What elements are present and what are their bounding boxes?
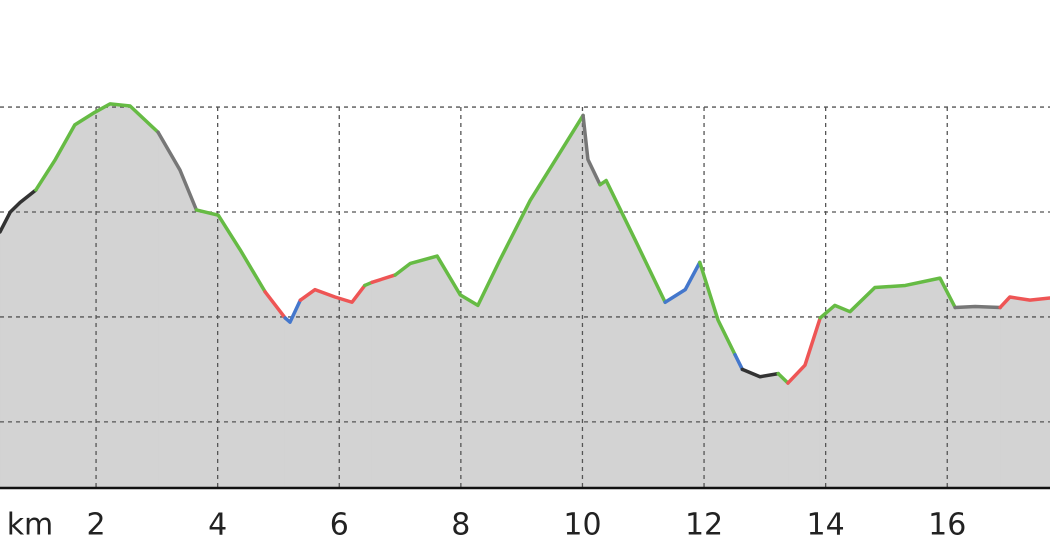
x-tick-label: 2 xyxy=(87,508,106,543)
area-fill xyxy=(787,317,821,489)
x-axis-label: km xyxy=(7,508,54,543)
profile-line xyxy=(393,113,585,308)
area-fill xyxy=(0,189,37,489)
profile-line xyxy=(663,260,702,304)
profile-line xyxy=(740,367,780,379)
profile-line xyxy=(194,208,267,294)
profile-line xyxy=(698,260,737,357)
profile-line xyxy=(34,102,160,192)
area-fill xyxy=(954,306,1001,489)
x-tick-label: 6 xyxy=(330,508,349,543)
profile-line xyxy=(156,130,199,212)
profile-line xyxy=(953,304,1002,310)
profile-line xyxy=(581,113,602,187)
area-fill xyxy=(741,368,779,489)
area-fill xyxy=(582,115,601,489)
profile-line xyxy=(786,316,822,385)
profile-line xyxy=(370,273,397,285)
area-fill xyxy=(264,290,286,489)
x-tick-label: 10 xyxy=(563,508,601,543)
profile-line xyxy=(598,178,667,304)
x-tick-label: 16 xyxy=(928,508,966,543)
area-fill xyxy=(394,114,584,489)
area-fill xyxy=(299,284,366,489)
area-fill xyxy=(195,209,266,489)
profile-line xyxy=(283,298,303,324)
x-tick-label: 14 xyxy=(807,508,845,543)
profile-line xyxy=(998,295,1050,310)
area-fill xyxy=(371,274,396,489)
x-tick-label: 8 xyxy=(451,508,470,543)
profile-line xyxy=(0,188,38,234)
profile-line xyxy=(263,290,287,320)
profile-line xyxy=(818,276,957,320)
profile-line xyxy=(776,371,790,385)
area-fill xyxy=(599,179,666,489)
x-tick-label: 12 xyxy=(685,508,723,543)
x-tick-label: 4 xyxy=(208,508,227,543)
area-fill xyxy=(157,130,197,489)
area-fill xyxy=(664,262,701,489)
area-fill xyxy=(284,299,301,489)
area-fill xyxy=(699,262,736,489)
area-fill xyxy=(364,281,373,489)
area-fill xyxy=(999,296,1050,489)
area-fill xyxy=(777,372,789,489)
profile-line xyxy=(733,352,745,372)
profile-line xyxy=(298,283,367,304)
